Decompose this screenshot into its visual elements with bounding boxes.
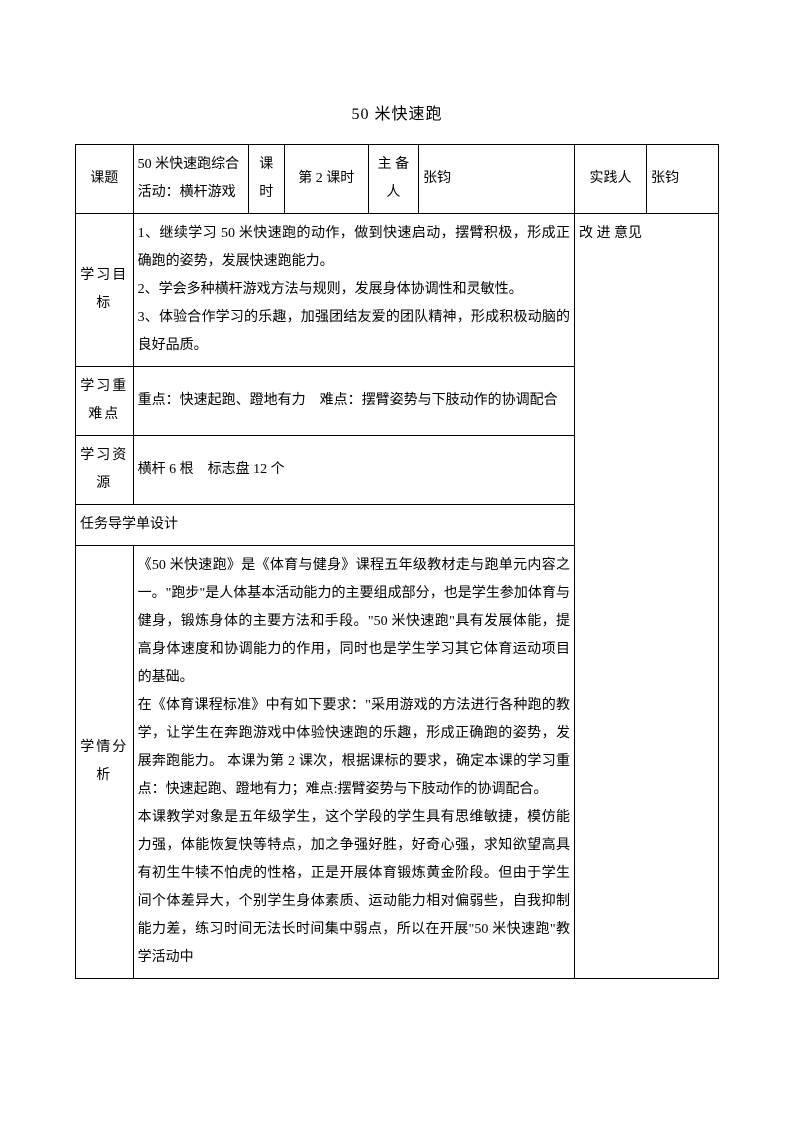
label-analysis: 学情分析 [76,546,134,979]
label-topic: 课题 [76,145,134,214]
value-practitioner: 张钧 [646,145,718,214]
goals-row: 学习目标 1、继续学习 50 米快速跑的动作，做到快速启动，摆臂积极，形成正确跑… [76,214,719,367]
page-title: 50 米快速跑 [351,106,442,123]
value-period: 第 2 课时 [284,145,368,214]
value-keypoints: 重点：快速起跑、蹬地有力 难点：摆臂姿势与下肢动作的协调配合 [133,367,574,436]
improvement-area: 改 进 意见 [575,214,719,979]
label-period: 课时 [248,145,284,214]
lesson-plan-table: 课题 50 米快速跑综合活动：横杆游戏 课时 第 2 课时 主 备人 张钧 实践… [75,144,719,979]
value-analysis: 《50 米快速跑》是《体育与健身》课程五年级教材走与跑单元内容之一。"跑步"是人… [133,546,574,979]
header-row: 课题 50 米快速跑综合活动：横杆游戏 课时 第 2 课时 主 备人 张钧 实践… [76,145,719,214]
value-preparer: 张钧 [419,145,575,214]
label-goals: 学习目标 [76,214,134,367]
value-topic: 50 米快速跑综合活动：横杆游戏 [133,145,248,214]
label-practitioner: 实践人 [575,145,647,214]
label-preparer: 主 备人 [368,145,418,214]
value-resources: 横杆 6 根 标志盘 12 个 [133,436,574,505]
label-keypoints: 学习重 难点 [76,367,134,436]
label-resources: 学习资源 [76,436,134,505]
task-design-header: 任务导学单设计 [76,505,575,546]
value-goals: 1、继续学习 50 米快速跑的动作，做到快速启动，摆臂积极，形成正确跑的姿势，发… [133,214,574,367]
